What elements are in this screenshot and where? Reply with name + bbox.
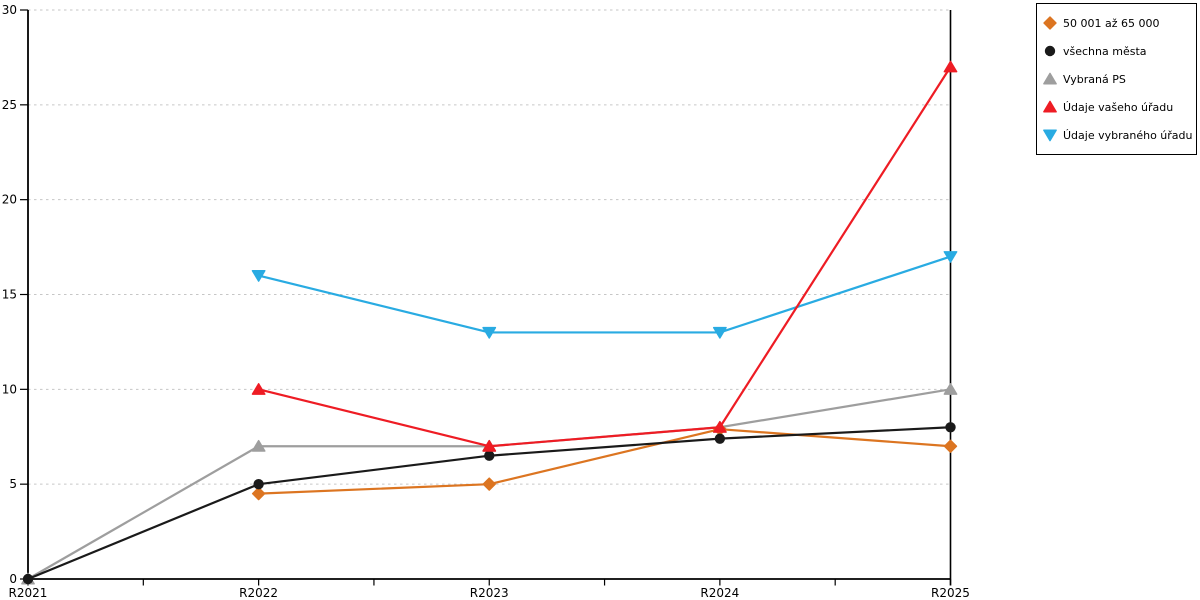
diamond-marker-icon bbox=[251, 486, 266, 501]
legend-label: Údaje vašeho úřadu bbox=[1063, 100, 1174, 114]
series-line bbox=[258, 66, 952, 448]
legend-label: Vybraná PS bbox=[1063, 72, 1126, 86]
y-tick-label: 30 bbox=[2, 3, 17, 17]
y-tick-label: 5 bbox=[9, 477, 17, 491]
circle-icon bbox=[1044, 45, 1056, 57]
x-tick-label: R2021 bbox=[9, 586, 48, 600]
diamond-icon bbox=[1043, 16, 1057, 30]
legend-item: 50 001 až 65 000 bbox=[1043, 9, 1190, 37]
x-tick-label: R2024 bbox=[700, 586, 739, 600]
triangle-up-marker-icon bbox=[251, 383, 266, 395]
triangle-up-icon bbox=[1043, 72, 1057, 85]
triangle-down-marker-icon bbox=[1043, 129, 1057, 142]
legend-item: Vybraná PS bbox=[1043, 65, 1190, 93]
triangle-up-marker-icon bbox=[251, 439, 266, 452]
diamond-icon bbox=[1043, 16, 1057, 30]
triangle-up-icon bbox=[1043, 100, 1057, 114]
y-tick-label: 20 bbox=[2, 193, 17, 207]
triangle-up-marker-icon bbox=[943, 383, 958, 395]
circle-icon bbox=[1043, 44, 1057, 58]
triangle-up-marker-icon bbox=[1043, 72, 1057, 85]
series-line bbox=[258, 428, 951, 495]
series-2 bbox=[22, 422, 956, 585]
triangle-up-marker-icon bbox=[1043, 100, 1057, 113]
x-tick-label: R2022 bbox=[239, 586, 278, 600]
y-tick-label: 0 bbox=[9, 572, 17, 586]
diamond-marker-icon bbox=[943, 439, 958, 453]
legend-label: 50 001 až 65 000 bbox=[1063, 16, 1160, 30]
triangle-down-marker-icon bbox=[251, 270, 266, 282]
circle-marker-icon bbox=[945, 422, 956, 433]
diamond-marker-icon bbox=[482, 477, 496, 491]
triangle-up-marker-icon bbox=[712, 420, 727, 433]
legend-item: Údaje vašeho úřadu bbox=[1043, 93, 1190, 121]
triangle-up-icon bbox=[1043, 100, 1057, 113]
triangle-down-marker-icon bbox=[712, 326, 727, 339]
legend-item: Údaje vybraného úřadu bbox=[1043, 121, 1193, 149]
legend-label: Údaje vybraného úřadu bbox=[1063, 128, 1193, 142]
triangle-down-marker-icon bbox=[482, 326, 497, 339]
circle-marker-icon bbox=[1044, 45, 1056, 57]
circle-marker-icon bbox=[484, 450, 495, 461]
legend-label: všechna města bbox=[1063, 44, 1147, 58]
legend-item: všechna města bbox=[1043, 37, 1190, 65]
circle-marker-icon bbox=[22, 573, 34, 585]
diamond-marker-icon bbox=[1043, 16, 1057, 30]
triangle-down-icon bbox=[1043, 129, 1057, 142]
series-1 bbox=[251, 422, 958, 501]
triangle-up-icon bbox=[1043, 72, 1057, 86]
x-tick-label: R2023 bbox=[470, 586, 509, 600]
series-5 bbox=[251, 251, 958, 339]
legend-box: 50 001 až 65 000 všechna města Vybraná P… bbox=[1036, 3, 1197, 155]
triangle-up-marker-icon bbox=[943, 60, 958, 73]
circle-marker-icon bbox=[253, 478, 264, 490]
triangle-down-marker-icon bbox=[943, 251, 958, 263]
y-tick-label: 15 bbox=[2, 288, 17, 302]
y-tick-label: 25 bbox=[2, 98, 17, 112]
y-tick-label: 10 bbox=[2, 382, 17, 396]
triangle-down-icon bbox=[1043, 128, 1057, 142]
series-4 bbox=[251, 60, 958, 452]
series-line bbox=[258, 255, 951, 334]
triangle-up-marker-icon bbox=[482, 439, 497, 452]
circle-marker-icon bbox=[714, 433, 726, 444]
x-tick-label: R2025 bbox=[931, 586, 970, 600]
